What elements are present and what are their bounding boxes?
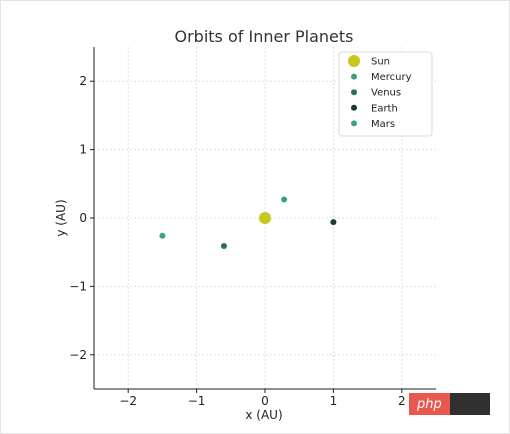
watermark-text: php (409, 393, 450, 415)
legend-label-mars: Mars (371, 119, 395, 130)
y-tick-label: 2 (79, 74, 87, 88)
chart-title: Orbits of Inner Planets (175, 27, 354, 46)
y-tick-label: −2 (69, 348, 87, 362)
x-tick-label: 0 (261, 394, 269, 408)
sun-point (259, 212, 271, 224)
x-axis-label: x (AU) (245, 408, 282, 422)
legend-label-sun: Sun (371, 57, 390, 68)
y-tick-label: 1 (79, 143, 87, 157)
legend-marker-mercury (351, 73, 357, 80)
mars-point (159, 232, 166, 239)
legend-label-mercury: Mercury (371, 72, 412, 83)
legend: Sun Mercury Venus Earth Mars (338, 51, 433, 137)
legend-marker-earth (351, 104, 357, 111)
earth-point (330, 219, 337, 226)
legend-marker-sun (348, 55, 360, 67)
y-tick-label: 0 (79, 211, 87, 225)
y-axis-label: y (AU) (54, 199, 68, 236)
legend-marker-venus (351, 89, 357, 96)
legend-marker-mars (351, 120, 357, 127)
x-tick-label: −2 (119, 394, 137, 408)
grid-lines (94, 47, 436, 389)
x-tick-label: −1 (188, 394, 206, 408)
legend-box (338, 51, 433, 137)
legend-label-earth: Earth (371, 103, 398, 114)
data-points (159, 196, 337, 250)
x-tick-label: 1 (330, 394, 338, 408)
watermark-block (449, 393, 490, 415)
axis-ticks: −2 −1 0 1 2 −2 −1 0 1 2 (69, 74, 405, 408)
legend-label-venus: Venus (371, 88, 401, 99)
x-tick-label: 2 (398, 394, 406, 408)
mercury-point (281, 196, 288, 203)
watermark-logo: php (409, 393, 490, 415)
y-tick-label: −1 (69, 279, 87, 293)
venus-point (220, 243, 227, 250)
